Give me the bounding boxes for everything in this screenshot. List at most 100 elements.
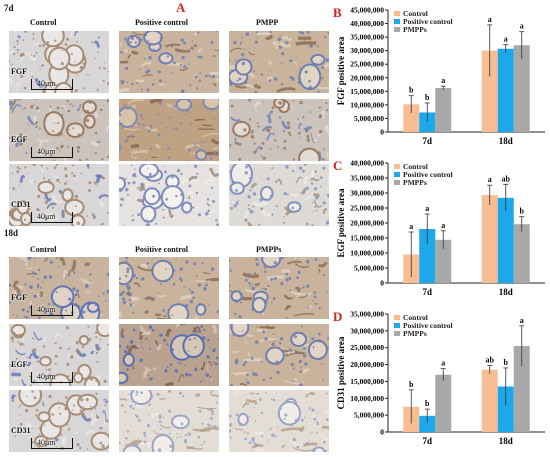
- x-tick-label: 18d: [499, 136, 513, 146]
- significance-letter: ab: [502, 174, 511, 183]
- stain-label: FGF: [11, 67, 27, 76]
- significance-letter: b: [409, 86, 414, 95]
- egf-chart: C EGF positive area 0 5,000,000 10,000,000 15…: [333, 158, 545, 297]
- scale-bar: [31, 147, 73, 158]
- legend-label: Positive control: [403, 170, 453, 179]
- significance-letter: a: [488, 15, 492, 24]
- tissue-image: [229, 257, 329, 319]
- bar-positive-control-7d: [419, 415, 436, 432]
- y-axis-label: CD31 positive area: [336, 336, 346, 409]
- bar-positive-control-18d: [497, 386, 514, 432]
- scale-bar-label: 40μm: [37, 372, 56, 381]
- tissue-image: [119, 164, 219, 226]
- legend-swatch: [394, 323, 400, 328]
- y-tick-label: 10,000,000: [350, 394, 384, 403]
- y-tick-label: 20,000,000: [350, 73, 384, 82]
- stain-label: EGF: [11, 135, 28, 144]
- col-header-pmpps-18d: PMPPs: [256, 245, 282, 254]
- time-label-7d: 7d: [4, 3, 14, 13]
- legend-swatch: [394, 11, 400, 16]
- scale-bar: [31, 305, 73, 316]
- bar-pmpps-7d: [435, 239, 452, 283]
- y-tick-label: 35,000,000: [350, 174, 384, 183]
- y-tick-label: 35,000,000: [350, 33, 384, 42]
- bar-pmpps-18d: [513, 346, 530, 432]
- scale-bar: [31, 212, 73, 223]
- bar-pmpps-7d: [435, 374, 452, 432]
- 7d-egf-col1-micrograph: [118, 98, 220, 162]
- stain-label: CD31: [11, 426, 31, 435]
- legend-swatch: [394, 164, 400, 169]
- 7d-egf-col2-micrograph: [228, 98, 330, 162]
- significance-letter: a: [488, 175, 492, 184]
- panel-label-b: B: [333, 5, 342, 20]
- bar-positive-control-7d: [419, 112, 436, 132]
- y-tick-label: 25,000,000: [350, 343, 384, 352]
- 18d-egf-col2-micrograph: [228, 323, 330, 387]
- tissue-image: [119, 99, 219, 161]
- col-header-control-18d: Control: [30, 245, 57, 254]
- 18d-cd31-col1-micrograph: [118, 389, 220, 453]
- significance-letter: a: [425, 204, 429, 213]
- legend-swatch: [394, 172, 400, 177]
- 18d-cd31-col0-micrograph: CD31 40μm: [8, 389, 110, 453]
- bar-positive-control-7d: [419, 229, 436, 283]
- 7d-fgf-col2-micrograph: [228, 30, 330, 94]
- stain-label: FGF: [11, 293, 27, 302]
- significance-letter: ab: [486, 356, 495, 365]
- y-tick-label: 10,000,000: [350, 249, 384, 258]
- significance-letter: b: [409, 380, 414, 389]
- y-tick-label: 10,000,000: [350, 100, 384, 109]
- tissue-image: [229, 324, 329, 386]
- chart-panel-b: B FGF positive area 0 5,000,000 10,000,000 15…: [330, 0, 550, 157]
- significance-letter: a: [520, 22, 524, 31]
- y-tick-label: 20,000,000: [350, 219, 384, 228]
- y-tick-label: 15,000,000: [350, 377, 384, 386]
- legend-label: Control: [403, 9, 428, 18]
- col-header-positive-7d: Positive control: [135, 18, 188, 27]
- bar-control-7d: [403, 104, 420, 132]
- tissue-image: [9, 324, 109, 386]
- scale-bar-label: 40μm: [37, 147, 56, 156]
- 18d-fgf-col0-micrograph: FGF 40μm: [8, 256, 110, 320]
- y-tick-label: 40,000,000: [350, 159, 384, 168]
- 7d-fgf-col0-micrograph: FGF 40μm: [8, 30, 110, 94]
- stain-label: CD31: [11, 200, 31, 209]
- scale-bar-label: 40μm: [37, 79, 56, 88]
- y-tick-label: 5,000,000: [354, 411, 384, 420]
- tissue-image: [229, 31, 329, 93]
- col-header-control-7d: Control: [30, 18, 57, 27]
- panel-label-d: D: [333, 309, 342, 324]
- y-tick-label: 20,000,000: [350, 360, 384, 369]
- bar-control-18d: [481, 195, 498, 283]
- tissue-image: [9, 390, 109, 452]
- significance-letter: a: [441, 221, 445, 230]
- y-axis-label: EGF positive area: [336, 188, 346, 257]
- chart-panel-d: D CD31 positive area 0 5,000,000 10,000,000 1…: [330, 304, 550, 457]
- scale-bar-label: 40μm: [37, 305, 56, 314]
- y-tick-label: 30,000,000: [350, 326, 384, 335]
- y-axis-label: FGF positive area: [336, 36, 346, 105]
- tissue-image: [9, 99, 109, 161]
- fgf-chart: B FGF positive area 0 5,000,000 10,000,000 15…: [333, 5, 545, 146]
- 18d-egf-col0-micrograph: EGF 40μm: [8, 323, 110, 387]
- y-tick-label: 25,000,000: [350, 60, 384, 69]
- legend-label: Positive control: [403, 17, 453, 26]
- bar-control-18d: [481, 50, 498, 132]
- legend-label: Control: [403, 313, 428, 322]
- x-tick-label: 18d: [499, 287, 513, 297]
- scale-bar: [31, 79, 73, 90]
- tissue-image: [9, 31, 109, 93]
- significance-letter: b: [425, 399, 430, 408]
- 18d-egf-col1-micrograph: [118, 323, 220, 387]
- y-tick-label: 0: [380, 128, 384, 137]
- x-tick-label: 7d: [422, 436, 432, 446]
- bar-pmpps-18d: [513, 224, 530, 283]
- legend-label: Positive control: [403, 321, 453, 330]
- bar-pmpps-7d: [435, 88, 452, 132]
- legend-swatch: [394, 331, 400, 336]
- scale-bar-label: 40μm: [37, 212, 56, 221]
- tissue-image: [119, 257, 219, 319]
- bar-pmpps-18d: [513, 45, 530, 132]
- tissue-image: [229, 390, 329, 452]
